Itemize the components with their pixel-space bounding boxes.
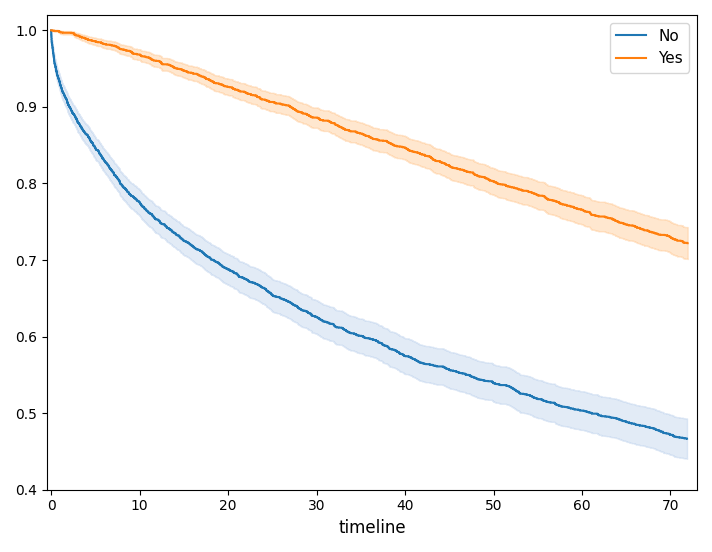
- Legend: No, Yes: No, Yes: [609, 23, 689, 72]
- No: [121, 185, 130, 192]
- Yes: [633, 224, 642, 231]
- No: [258, 284, 266, 291]
- Yes: [210, 79, 219, 86]
- Yes: [628, 222, 637, 229]
- Yes: [502, 183, 511, 189]
- No: [683, 436, 691, 442]
- No: [175, 233, 184, 240]
- Line: No: No: [51, 30, 687, 439]
- No: [47, 27, 56, 34]
- Yes: [47, 27, 56, 34]
- Yes: [684, 240, 692, 247]
- X-axis label: timeline: timeline: [338, 519, 406, 537]
- No: [551, 401, 560, 407]
- Yes: [277, 101, 286, 108]
- No: [575, 407, 584, 413]
- Yes: [462, 168, 471, 175]
- Line: Yes: Yes: [51, 30, 688, 243]
- No: [659, 429, 667, 436]
